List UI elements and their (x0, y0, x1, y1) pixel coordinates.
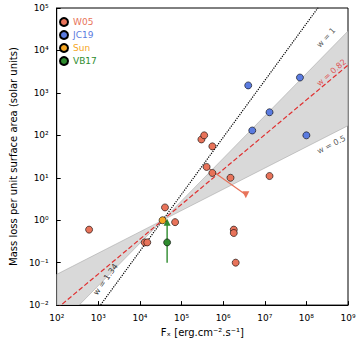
svg-text:10²: 10² (49, 313, 64, 323)
svg-text:JC19: JC19 (72, 30, 94, 40)
svg-text:Fₓ [erg.cm⁻².s⁻¹]: Fₓ [erg.cm⁻².s⁻¹] (161, 327, 244, 338)
svg-text:10⁴: 10⁴ (34, 45, 49, 55)
svg-text:w = 1: w = 1 (315, 26, 338, 49)
svg-text:10¹: 10¹ (34, 173, 49, 183)
svg-text:10³: 10³ (34, 88, 49, 98)
svg-text:10⁵: 10⁵ (34, 3, 49, 13)
svg-text:10⁵: 10⁵ (174, 313, 189, 323)
svg-text:10²: 10² (34, 130, 49, 140)
svg-text:10⁴: 10⁴ (132, 313, 147, 323)
svg-text:w = 0.5: w = 0.5 (316, 134, 348, 156)
svg-text:10⁻¹: 10⁻¹ (29, 258, 49, 268)
svg-text:W05: W05 (73, 17, 93, 27)
svg-text:10⁷: 10⁷ (257, 313, 272, 323)
svg-text:10⁶: 10⁶ (216, 313, 231, 323)
svg-text:10⁰: 10⁰ (34, 215, 49, 225)
svg-text:w = 1.34: w = 1.34 (92, 262, 120, 297)
svg-text:10³: 10³ (91, 313, 106, 323)
svg-text:10⁸: 10⁸ (299, 313, 314, 323)
svg-text:10⁹: 10⁹ (340, 313, 355, 323)
svg-text:Sun: Sun (73, 43, 90, 53)
svg-text:w = 0.82: w = 0.82 (315, 57, 348, 88)
svg-text:Mass loss per unit surface are: Mass loss per unit surface area (solar u… (8, 47, 19, 266)
svg-text:VB17: VB17 (73, 56, 97, 66)
svg-text:10⁻²: 10⁻² (29, 300, 49, 310)
